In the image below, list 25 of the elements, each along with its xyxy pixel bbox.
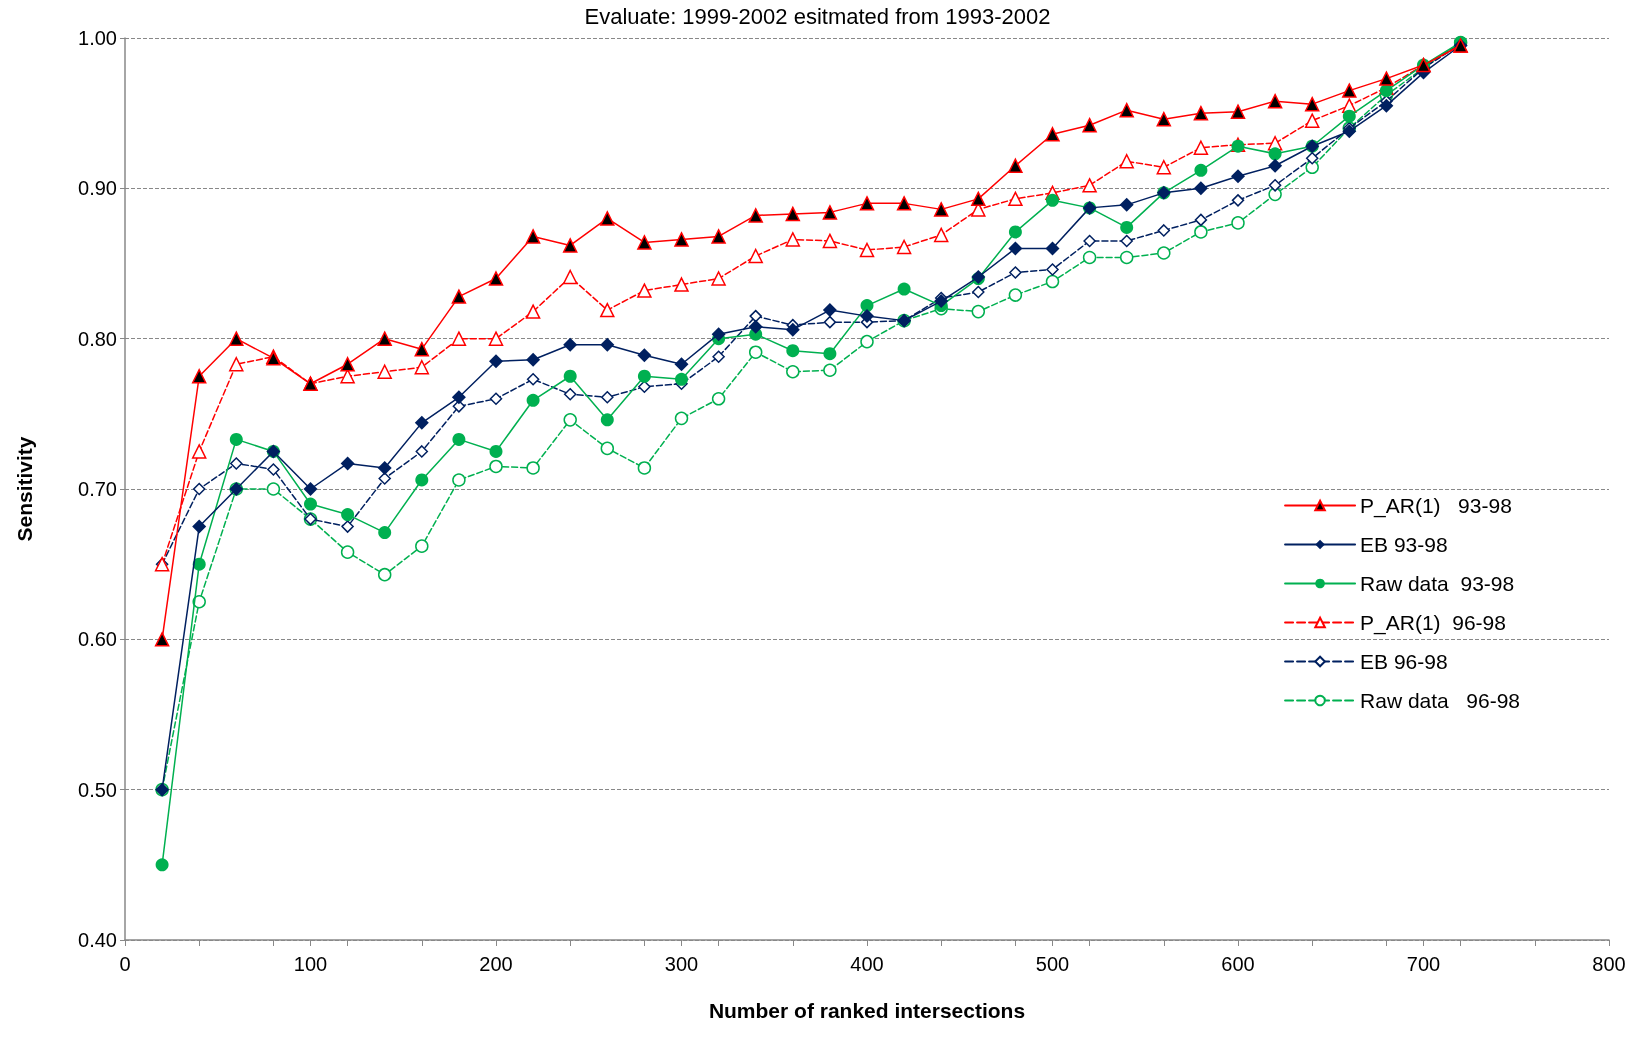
x-tick-label: 700 [1406, 953, 1441, 975]
x-tick-label: 500 [1035, 953, 1070, 975]
x-axis-title: Number of ranked intersections [708, 999, 1026, 1022]
y-tick-label: 0.50 [78, 778, 117, 801]
x-tick-label: 200 [479, 953, 513, 975]
x-tick-label: 300 [664, 953, 699, 975]
legend-label: Raw data 96-98 [1360, 689, 1521, 712]
legend-label: Raw data 93-98 [1360, 572, 1515, 595]
legend-label: EB 93-98 [1360, 533, 1448, 556]
y-tick-label: 0.60 [78, 628, 117, 651]
y-tick-label: 1.00 [78, 27, 117, 49]
x-tick-label: 400 [850, 953, 884, 975]
x-tick-label: 0 [119, 953, 131, 975]
chart-title: Evaluate: 1999-2002 esitmated from 1993-2002 [584, 3, 1051, 29]
x-tick-label: 100 [293, 953, 328, 975]
y-axis-title: Sensitivity [13, 436, 36, 542]
y-tick-label: 0.40 [78, 929, 117, 951]
y-tick-label: 0.90 [78, 177, 117, 200]
legend-label: P_AR(1) 93-98 [1360, 494, 1512, 518]
x-tick-label: 600 [1221, 953, 1255, 975]
legend-label: P_AR(1) 96-98 [1360, 611, 1506, 635]
y-tick-label: 0.70 [78, 478, 117, 500]
x-tick-label: 800 [1592, 953, 1626, 975]
legend-label: EB 96-98 [1360, 650, 1448, 673]
y-tick-label: 0.80 [78, 327, 117, 350]
